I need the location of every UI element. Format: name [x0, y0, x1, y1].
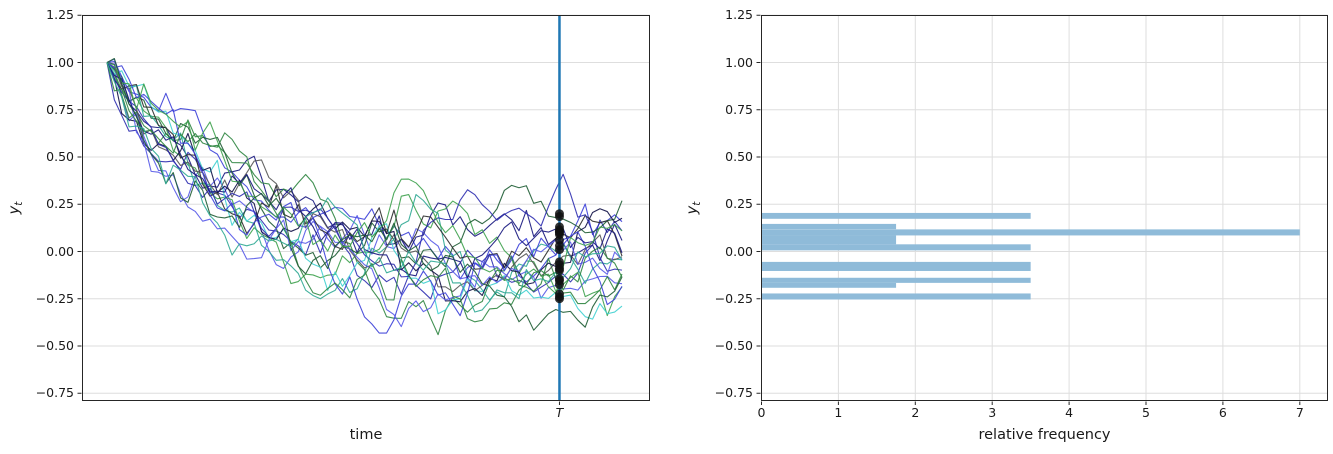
histogram-bar [761, 261, 1031, 271]
left-plot-spines [82, 15, 650, 401]
left-y-tick-label: −0.25 [35, 290, 74, 306]
trajectory-lines [106, 57, 623, 336]
right-x-axis-label: relative frequency [978, 427, 1111, 443]
left-y-tick-label: 0.25 [46, 196, 74, 211]
right-y-tick-label: −0.75 [714, 385, 753, 400]
left-x-tick-label-T: T [555, 405, 564, 420]
histogram-bar [761, 244, 1031, 251]
left-y-tick-label: 1.00 [46, 54, 74, 70]
right-y-tick-label: 0.75 [725, 101, 753, 117]
left-x-axis-label: time [349, 427, 383, 443]
trajectory-line [106, 62, 623, 269]
left-y-tick-label: −0.50 [35, 337, 74, 353]
right-x-tick-label: 3 [988, 405, 997, 420]
right-plot-canvas [756, 14, 1328, 405]
right-y-tick-label: −0.25 [714, 290, 753, 306]
histogram-bar [761, 282, 897, 288]
histogram-bar [761, 235, 897, 245]
sample-dot [554, 294, 564, 304]
right-plot-spines [761, 15, 1328, 401]
trajectory-line [106, 58, 623, 328]
sample-dot [554, 245, 564, 255]
trajectory-line [106, 62, 623, 336]
sample-dot [554, 280, 564, 290]
histogram-bar [761, 277, 1031, 283]
right-y-tick-label: 0.50 [725, 148, 753, 164]
right-x-tick-label: 7 [1295, 405, 1304, 420]
right-x-tick-label: 4 [1065, 405, 1074, 420]
left-y-tick-label: −0.75 [35, 385, 74, 400]
histogram-bar [761, 229, 1300, 236]
histogram-bar [761, 293, 1031, 300]
right-x-tick-label: 5 [1142, 405, 1150, 420]
trajectory-line [106, 62, 623, 313]
histogram-bar [761, 212, 1031, 219]
right-x-tick-label: 0 [757, 405, 766, 420]
trajectory-line [106, 62, 623, 323]
left-y-tick-label: 0.00 [46, 243, 74, 259]
trajectory-line [106, 57, 623, 331]
left-y-tick-label: 1.25 [46, 7, 74, 22]
right-x-tick-label: 1 [834, 405, 843, 420]
right-x-tick-label: 6 [1218, 405, 1227, 420]
right-y-tick-label: 1.00 [725, 54, 753, 70]
trajectory-line [106, 62, 623, 270]
left-y-tick-label: 0.75 [46, 101, 74, 117]
trajectory-line [106, 62, 623, 300]
right-y-tick-label: 0.00 [725, 243, 753, 259]
sample-dot [554, 265, 564, 275]
left-plot-canvas [77, 14, 650, 405]
trajectory-line [106, 61, 623, 295]
trajectory-line [106, 62, 623, 293]
right-y-tick-label: 0.25 [725, 196, 753, 211]
trajectory-line [106, 62, 623, 301]
right-y-tick-label: 1.25 [725, 7, 753, 22]
trajectory-line [106, 62, 623, 278]
trajectory-line [106, 60, 623, 283]
histogram-bar [761, 223, 897, 230]
right-y-tick-label: −0.50 [714, 337, 753, 353]
left-y-tick-label: 0.50 [46, 148, 74, 164]
trajectory-line [106, 62, 623, 317]
right-x-tick-label: 2 [911, 405, 920, 420]
sample-dot [554, 212, 564, 222]
trajectory-line [106, 62, 623, 303]
